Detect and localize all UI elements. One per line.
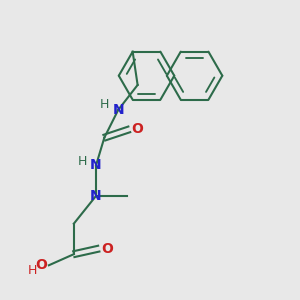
Text: N: N bbox=[112, 103, 124, 117]
Text: H: H bbox=[100, 98, 109, 112]
Text: O: O bbox=[101, 242, 112, 256]
Text: O: O bbox=[35, 258, 47, 272]
Text: H: H bbox=[77, 155, 87, 168]
Text: O: O bbox=[131, 122, 143, 136]
Text: N: N bbox=[90, 158, 102, 172]
Text: H: H bbox=[27, 264, 37, 277]
Text: N: N bbox=[90, 189, 102, 203]
